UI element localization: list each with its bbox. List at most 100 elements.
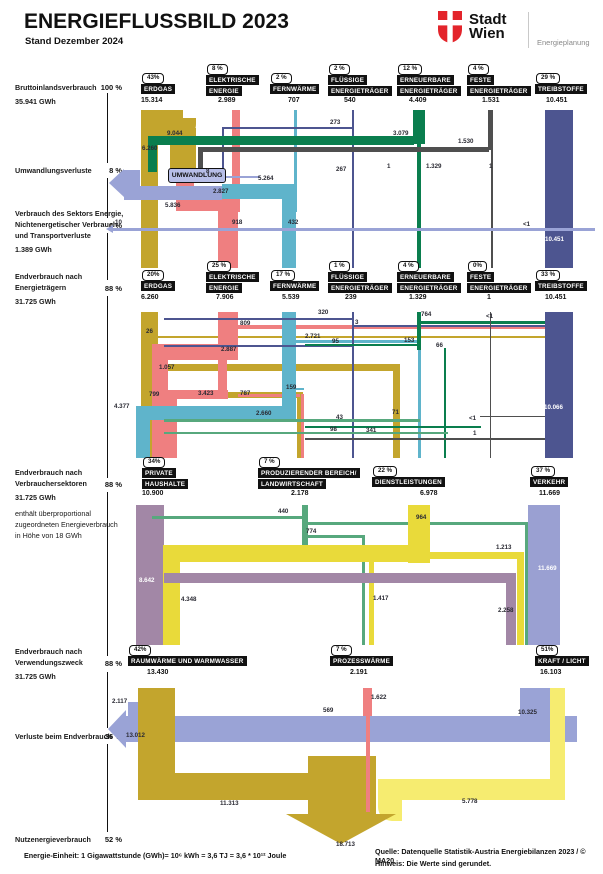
flow-159 — [296, 388, 304, 390]
axis-gwh-4: 31.725 GWh — [15, 493, 56, 502]
axis-row-label-4: Endverbrauch nach Verbrauchersektoren — [15, 468, 87, 488]
flow-1057-h — [158, 364, 398, 371]
node-value-r2-3: 11.669 — [539, 490, 561, 497]
node-badge-r0-0: ERDGAS — [141, 84, 176, 95]
node-value-r1-5: 1 — [487, 294, 491, 301]
node-value-r0-6: 10.451 — [546, 97, 568, 104]
node-badge-r1-6: TREIBSTOFFE — [535, 281, 587, 292]
flow-value-label: 764 — [421, 311, 432, 318]
node-badge-r3-2: KRAFT / LICHT — [535, 656, 589, 667]
flow-787-v — [301, 394, 304, 458]
flow-809 — [238, 325, 546, 329]
flow-3423-h — [168, 390, 228, 399]
flow-value-label: 273 — [330, 119, 341, 126]
node-value-r0-4: 4.409 — [409, 97, 427, 104]
node-percent-r0-2: 2 % — [271, 73, 292, 84]
flow-3423-v — [168, 390, 177, 458]
axis-line-segment-3 — [107, 296, 108, 478]
node-badge-r0-2: FERNWÄRME — [270, 84, 320, 95]
flow-elektrisch-top — [232, 110, 240, 212]
flow-feste-umwandlung-v — [198, 147, 203, 172]
node-badge-r1-4: ERNEUERBARE ENERGIETRÄGER — [397, 272, 461, 294]
flow-fluessig-273-h — [222, 127, 352, 129]
node-badge-r2-2: DIENSTLEISTUNGEN — [372, 477, 445, 488]
flow-2887-v — [152, 344, 168, 458]
flow-964-v — [525, 522, 528, 645]
node-percent-r1-3: 1 % — [329, 261, 350, 272]
node-percent-r1-5: 0% — [468, 261, 487, 272]
node-badge-r2-3: VERKEHR — [530, 477, 569, 488]
node-percent-r3-0: 42% — [129, 645, 152, 656]
node-badge-r1-0: ERDGAS — [141, 281, 176, 292]
node-percent-r1-4: 4 % — [398, 261, 419, 272]
flow-value-label: 1.417 — [373, 595, 389, 602]
node-value-r2-0: 10.900 — [142, 490, 164, 497]
flow-value-label: 1 — [473, 430, 477, 437]
node-badge-r2-1: PRODUZIERENDER BEREICH/LANDWIRTSCHAFT — [258, 468, 360, 490]
axis-gwh-0: 35.941 GWh — [15, 97, 56, 106]
axis-line-segment-6 — [107, 744, 108, 832]
axis-line-segment-1 — [107, 178, 108, 218]
flow-value-label: <1 — [469, 415, 477, 422]
flow-320 — [164, 318, 352, 320]
flow-440 — [152, 516, 302, 519]
flow-value-label: 4.377 — [114, 403, 130, 410]
node-value-r1-0: 6.260 — [141, 294, 159, 301]
node-badge-r3-0: RAUMWÄRME UND WARMWASSER — [128, 656, 247, 667]
axis-row-label-1: Umwandlungsverluste — [15, 166, 92, 175]
flow-kraft-band — [390, 779, 565, 800]
flow-erdgas-umwandlung-v — [170, 128, 196, 172]
wien-shield-icon — [438, 11, 462, 43]
flow-feste-top — [488, 110, 493, 150]
flow-erneuerbar-down — [417, 142, 421, 268]
node-value-r3-2: 16.103 — [540, 669, 562, 676]
node-badge-r1-1: ELEKTRISCHE ENERGIE — [206, 272, 259, 294]
flow-value-label: 4.348 — [181, 596, 197, 603]
node-percent-r0-1: 8 % — [207, 64, 228, 75]
flow-value-label: 1.622 — [371, 694, 387, 701]
flow-2887-h — [152, 344, 238, 360]
flow-1213-v — [517, 552, 524, 645]
flow-value-label: 2.117 — [112, 698, 128, 705]
flow-value-label: 267 — [336, 166, 347, 173]
flow-elektrisch-mid — [218, 196, 238, 268]
axis-row-label-2: Verbrauch des Sektors Energie, Nichtenerg… — [15, 209, 124, 240]
footer-source: Quelle: Datenquelle Statistik-Austria En… — [375, 847, 586, 865]
flow-value-label: 66 — [436, 342, 443, 349]
logo-department: Energieplanung — [537, 38, 590, 47]
node-value-r0-3: 540 — [344, 97, 356, 104]
axis-gwh-5: 31.725 GWh — [15, 672, 56, 681]
flow-fernwaerme-mid — [282, 184, 296, 268]
sektor-line-arrow-icon — [106, 225, 113, 233]
node-percent-r0-4: 12 % — [398, 64, 423, 75]
flow-treibstoffe-b — [545, 312, 573, 458]
node-value-r1-4: 1.329 — [409, 294, 427, 301]
flow-gray-4 — [305, 438, 545, 440]
axis-line-segment-4 — [107, 492, 108, 656]
flow-787-h — [238, 394, 300, 397]
flow-66-v — [444, 348, 446, 458]
node-percent-r2-0: 34% — [143, 457, 166, 468]
flow-lgreen-1 — [164, 419, 420, 422]
axis-line-segment-0 — [107, 93, 108, 163]
axis-line-segment-2 — [107, 233, 108, 280]
flow-764 — [421, 321, 545, 324]
stadt-wien-logo — [437, 10, 463, 49]
flow-1417-v — [369, 552, 374, 645]
flow-verkehr-col — [528, 505, 560, 645]
flow-prozess-1622 — [366, 714, 370, 812]
node-percent-r2-1: 7 % — [259, 457, 280, 468]
flow-green-2 — [305, 426, 481, 428]
flow-umwandlungsverluste-riser — [124, 170, 140, 200]
flow-4348-h — [163, 545, 418, 562]
flow-fernwaerme-b — [282, 312, 296, 422]
flow-verlust-band — [126, 716, 577, 742]
flow-verlust-2117 — [128, 702, 138, 718]
node-badge-r0-5: FESTE ENERGIETRÄGER — [467, 75, 531, 97]
flow-value-label: 569 — [323, 707, 334, 714]
node-badge-r0-4: ERNEUERBARE ENERGIETRÄGER — [397, 75, 461, 97]
flow-774-h — [308, 535, 364, 538]
logo-line1: Stadt — [469, 11, 507, 28]
flow-1417-h — [369, 552, 418, 557]
